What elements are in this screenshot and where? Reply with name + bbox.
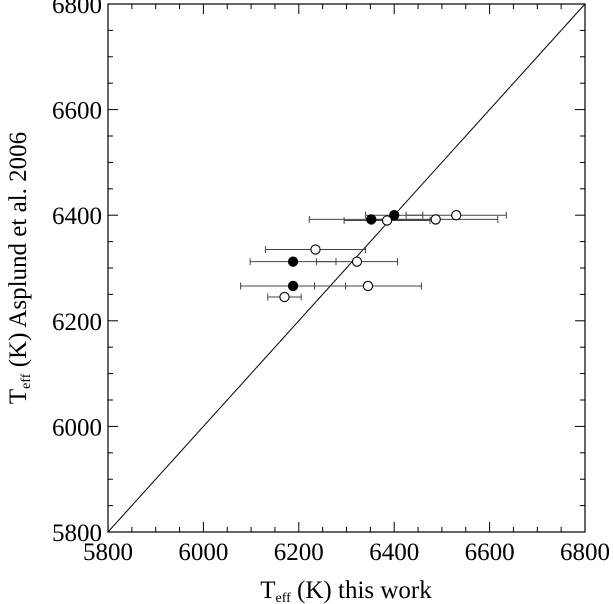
x-axis-label-rest: (K) this work	[291, 577, 432, 604]
x-tick-label: 5800	[83, 539, 133, 566]
y-axis-label-sub: eff	[19, 373, 34, 389]
y-tick-label: 6400	[52, 203, 102, 230]
open-data-point	[310, 244, 321, 255]
filled-data-point	[287, 280, 299, 292]
x-axis-label: Teff (K) this work	[260, 577, 432, 604]
x-tick-labels: 5800 6000 6200 6400 6600 6800	[83, 539, 610, 566]
open-data-point	[279, 291, 290, 303]
filled-data-point	[366, 214, 377, 225]
error-bars	[240, 211, 507, 301]
open-data-point	[451, 210, 462, 221]
open-data-point	[381, 215, 393, 226]
filled-data-point	[389, 210, 400, 221]
x-tick-label: 6000	[178, 539, 228, 566]
y-axis-label: Teff (K) Asplund et al. 2006	[5, 132, 34, 404]
open-data-point	[430, 214, 441, 225]
y-tick-labels: 5800 6000 6200 6400 6600 6800	[52, 0, 102, 547]
x-axis-label-main: T	[260, 577, 275, 604]
y-axis-label-main: T	[5, 389, 32, 404]
open-data-point	[351, 256, 363, 267]
filled-data-point	[287, 256, 299, 267]
y-tick-label: 6600	[52, 98, 102, 125]
x-tick-label: 6600	[465, 539, 515, 566]
y-tick-label: 6000	[52, 414, 102, 441]
x-axis-label-sub: eff	[276, 591, 292, 604]
x-tick-label: 6400	[369, 539, 419, 566]
open-data-point	[362, 280, 374, 292]
y-tick-label: 6800	[52, 0, 102, 19]
tick-marks	[107, 3, 586, 533]
x-tick-label: 6800	[560, 539, 610, 566]
x-tick-label: 6200	[274, 539, 324, 566]
one-to-one-line	[107, 3, 586, 533]
y-tick-label: 5800	[52, 520, 102, 547]
y-axis-label-rest: (K) Asplund et al. 2006	[5, 132, 32, 374]
data-markers	[279, 210, 462, 303]
y-tick-label: 6200	[52, 309, 102, 336]
